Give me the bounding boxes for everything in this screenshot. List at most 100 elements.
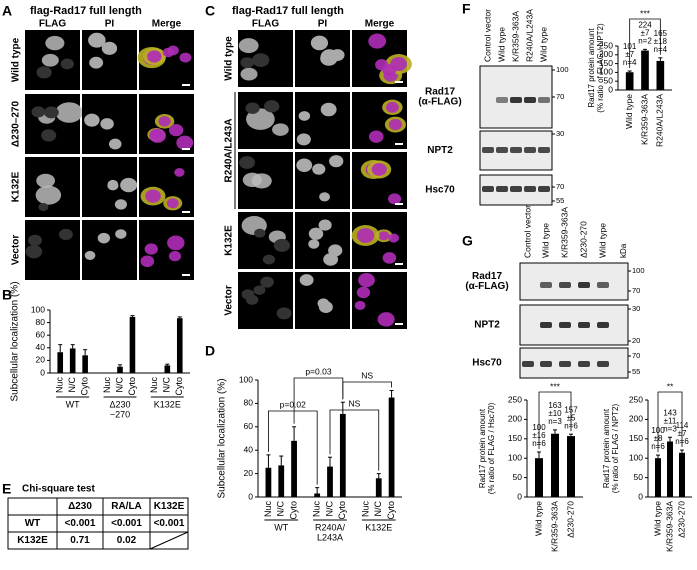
marker-label: 70: [632, 351, 640, 360]
y-tick-label: 40: [36, 342, 46, 352]
blot-band: [510, 97, 522, 103]
cell-signal: [35, 185, 62, 205]
nucleus: [388, 193, 402, 205]
blot: [519, 304, 629, 346]
significance-label: NS: [348, 398, 360, 408]
x-tick-label: N/C: [276, 501, 286, 517]
bar: [164, 365, 171, 373]
nucleus: [88, 32, 106, 48]
significance-label: ***: [640, 8, 651, 18]
row-label: R240A/L243A: [224, 119, 235, 183]
blot-band: [597, 361, 609, 367]
y-axis-label: Subcellular localization (%): [217, 378, 228, 498]
blot-band: [540, 322, 552, 328]
cell-signal: [43, 106, 59, 119]
significance-bracket: [342, 381, 392, 400]
x-tick-label: Wild type: [533, 501, 543, 536]
scale-bar: [395, 323, 403, 325]
y-tick-label: 200: [629, 414, 643, 424]
column-header: FLAG: [252, 19, 279, 30]
bar: [656, 60, 665, 90]
panel-letter: F: [462, 1, 471, 17]
nucleus: [147, 50, 162, 63]
bar: [375, 478, 382, 497]
value-label: 224: [638, 20, 652, 29]
nucleus: [168, 250, 182, 262]
value-label: 143: [663, 408, 677, 417]
nucleus: [145, 189, 161, 203]
column-header: PI: [318, 19, 328, 30]
x-tick-label: Cyto: [174, 377, 184, 396]
y-axis-label: (% ratio of FLAG / NPT2): [611, 403, 620, 493]
y-tick-label: 200: [599, 49, 613, 59]
cell-signal: [260, 276, 274, 288]
bar: [82, 355, 88, 373]
panel-letter: G: [462, 233, 473, 249]
nucleus: [330, 49, 345, 61]
bar: [667, 441, 673, 497]
x-tick-label: Wild type: [652, 501, 662, 536]
nucleus: [84, 250, 96, 260]
cell-signal: [36, 66, 52, 79]
cell-signal: [58, 228, 73, 240]
row-label: Rad17: [472, 271, 502, 282]
x-tick-label: N/C: [162, 377, 172, 393]
nucleus: [298, 111, 311, 121]
bar: [57, 352, 64, 373]
y-tick-label: 0: [517, 491, 522, 501]
marker-label: 100: [632, 266, 645, 275]
scale-bar: [395, 143, 403, 145]
table-diagonal: [149, 531, 189, 550]
panel-letter: D: [205, 343, 215, 359]
y-tick-label: 20: [36, 355, 46, 365]
nucleus: [100, 118, 114, 130]
row-label: Vector: [224, 285, 235, 316]
x-tick-label: Nuc: [360, 501, 370, 518]
row-label: Vector: [11, 235, 22, 266]
y-tick-label: 60: [244, 421, 254, 431]
bar: [655, 458, 661, 497]
error-label: ±11: [664, 416, 677, 425]
column-header: PI: [105, 19, 115, 30]
x-tick-label: Cyto: [80, 377, 90, 396]
n-label: n=3: [548, 417, 562, 426]
value-label: 163: [548, 401, 562, 410]
x-tick-label: K/R359-363A: [664, 501, 674, 552]
lane-label: K/R359-363A: [510, 11, 520, 62]
nucleus: [319, 192, 330, 202]
blot: [519, 347, 629, 379]
nucleus: [149, 128, 166, 143]
blot: [519, 262, 629, 301]
y-tick-label: 50: [513, 472, 523, 482]
nucleus: [299, 274, 314, 286]
x-tick-label: Cyto: [337, 501, 347, 520]
y-axis-label: (% ratio of FLAG / NPT2): [596, 23, 605, 113]
blot-band: [510, 186, 522, 192]
lane-label: Wild type: [597, 223, 607, 258]
group-label: K132E: [154, 399, 181, 409]
nucleus: [176, 135, 194, 150]
row-label: Rad17: [425, 87, 455, 98]
blot-band: [597, 282, 609, 288]
table-header: RA/LA: [111, 501, 142, 512]
scale-bar: [395, 81, 403, 83]
bar: [69, 348, 76, 373]
nucleus: [318, 219, 332, 231]
row-label: (α-FLAG): [465, 281, 508, 292]
blot-band: [524, 147, 536, 153]
row-label: NPT2: [427, 145, 453, 156]
blot-band: [538, 147, 550, 153]
bar: [388, 397, 395, 497]
panel-letter: B: [2, 287, 12, 303]
significance-label: **: [667, 381, 674, 391]
cell-signal: [252, 53, 270, 68]
x-tick-label: Wild type: [624, 94, 634, 129]
marker-label: 30: [632, 304, 640, 313]
group-label: −270: [110, 409, 130, 419]
nucleus: [356, 228, 375, 243]
y-tick-label: 50: [634, 472, 644, 482]
y-tick-label: 100: [239, 374, 253, 384]
lane-label: Control vector: [482, 9, 492, 62]
significance-bracket: [268, 410, 318, 485]
row-label: Wild type: [224, 36, 235, 81]
